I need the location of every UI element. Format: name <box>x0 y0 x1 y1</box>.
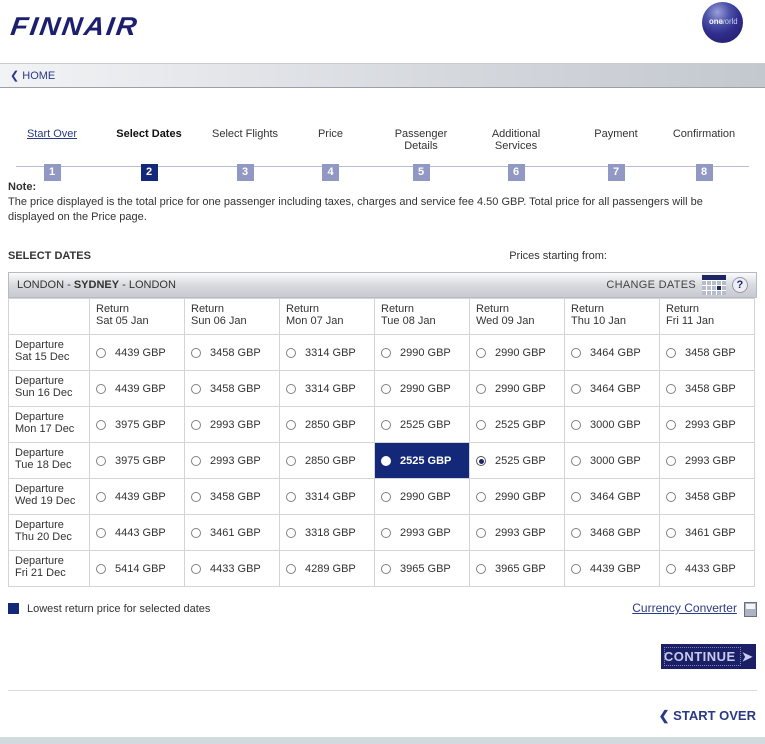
svg-text:world: world <box>718 17 738 26</box>
